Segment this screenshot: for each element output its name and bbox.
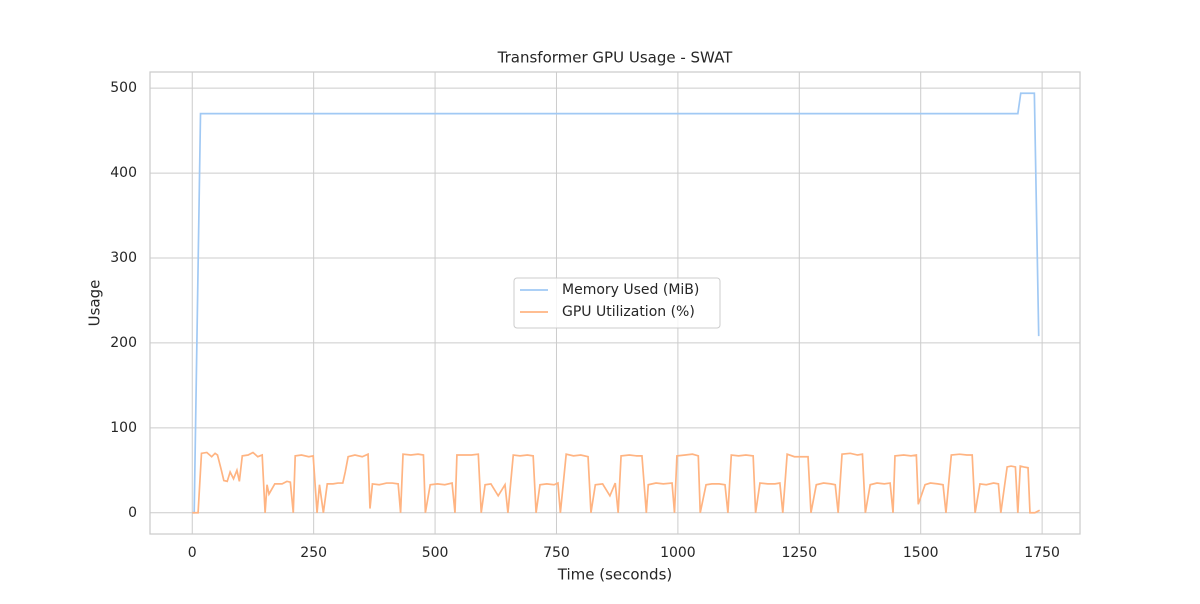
y-tick-label: 200 bbox=[110, 335, 137, 351]
y-tick-label: 400 bbox=[110, 165, 137, 181]
x-tick-label: 750 bbox=[543, 545, 570, 561]
y-axis-label: Usage bbox=[86, 280, 104, 327]
x-tick-label: 1750 bbox=[1024, 545, 1060, 561]
series-line bbox=[192, 451, 1041, 514]
x-tick-label: 500 bbox=[422, 545, 449, 561]
legend-label: Memory Used (MiB) bbox=[562, 282, 699, 298]
y-tick-label: 100 bbox=[110, 420, 137, 436]
y-tick-label: 500 bbox=[110, 80, 137, 96]
x-tick-label: 1000 bbox=[660, 545, 696, 561]
x-tick-label: 0 bbox=[188, 545, 197, 561]
chart-title: Transformer GPU Usage - SWAT bbox=[497, 49, 734, 67]
x-axis-label: Time (seconds) bbox=[557, 566, 673, 584]
legend-label: GPU Utilization (%) bbox=[562, 304, 695, 320]
x-tick-label: 1500 bbox=[903, 545, 939, 561]
legend: Memory Used (MiB) GPU Utilization (%) bbox=[513, 277, 721, 329]
legend-box bbox=[513, 277, 721, 329]
x-tick-label: 250 bbox=[300, 545, 327, 561]
x-tick-label: 1250 bbox=[781, 545, 817, 561]
y-tick-label: 0 bbox=[128, 505, 137, 521]
plot-frame bbox=[149, 71, 1081, 535]
y-tick-label: 300 bbox=[110, 250, 137, 266]
